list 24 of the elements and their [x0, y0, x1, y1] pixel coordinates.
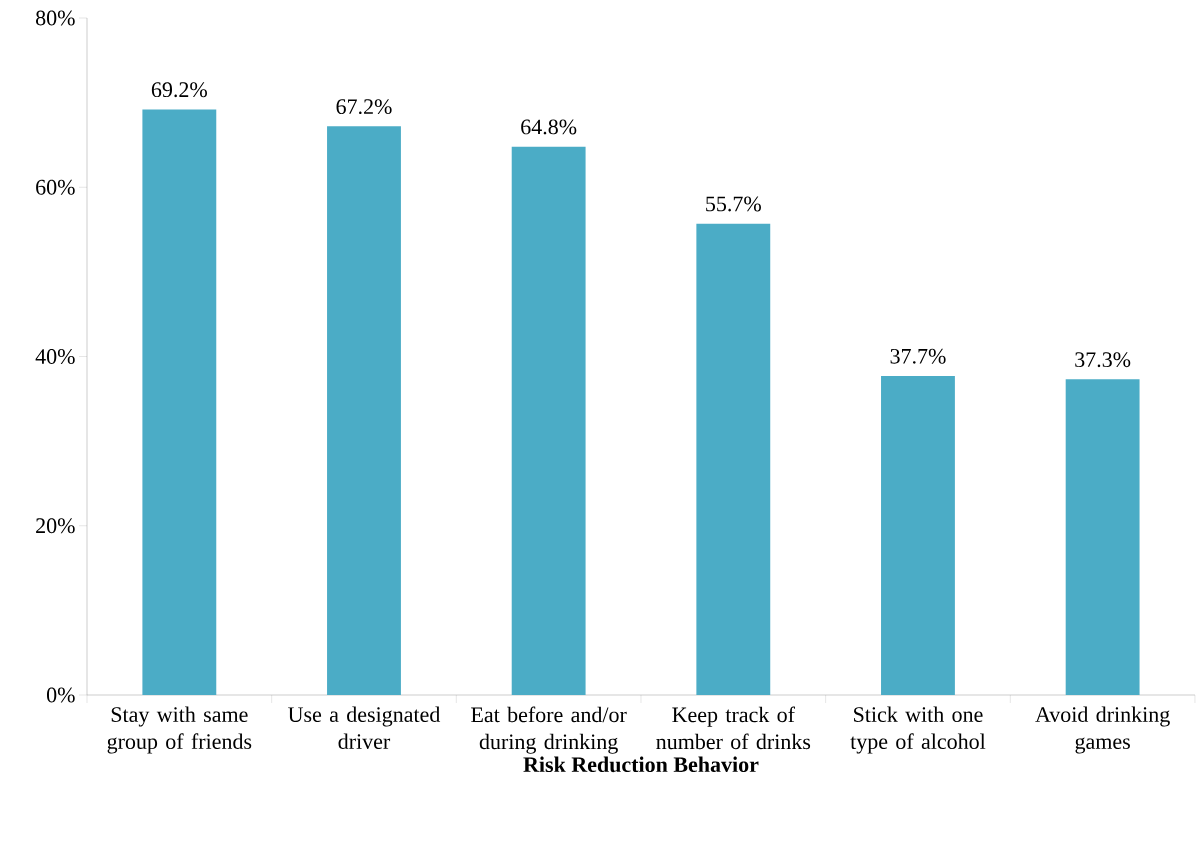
bar: [327, 126, 401, 695]
x-tick-label: Stay with same group of friends: [107, 706, 252, 754]
x-tick-label: Keep track of number of drinks: [656, 706, 811, 750]
data-label: 37.3%: [1075, 352, 1131, 368]
x-tick-label: Use a designated driver: [288, 706, 441, 749]
data-label: 37.7%: [890, 348, 946, 364]
y-tick-label: 60%: [36, 179, 75, 195]
data-label: 69.2%: [151, 82, 207, 98]
y-tick-label: 0%: [47, 687, 75, 703]
data-label: 64.8%: [521, 119, 577, 135]
y-tick-label: 40%: [35, 349, 75, 364]
y-tick-label: 80%: [36, 10, 75, 26]
bar: [142, 109, 217, 695]
x-tick-label: Stick with one type of alcohol: [850, 706, 986, 754]
data-label: 67.2%: [336, 99, 392, 115]
x-tick-label: Eat before and/or during drinking: [471, 706, 627, 754]
x-tick-label: Avoid drinking games: [1035, 706, 1170, 754]
y-tick-label: 20%: [36, 518, 75, 534]
bar: [511, 146, 586, 695]
data-label: 55.7%: [706, 196, 761, 212]
bar: [696, 223, 771, 695]
x-axis-title: Risk Reduction Behavior: [523, 756, 759, 773]
bar: [881, 375, 955, 695]
bar: [1065, 379, 1140, 695]
